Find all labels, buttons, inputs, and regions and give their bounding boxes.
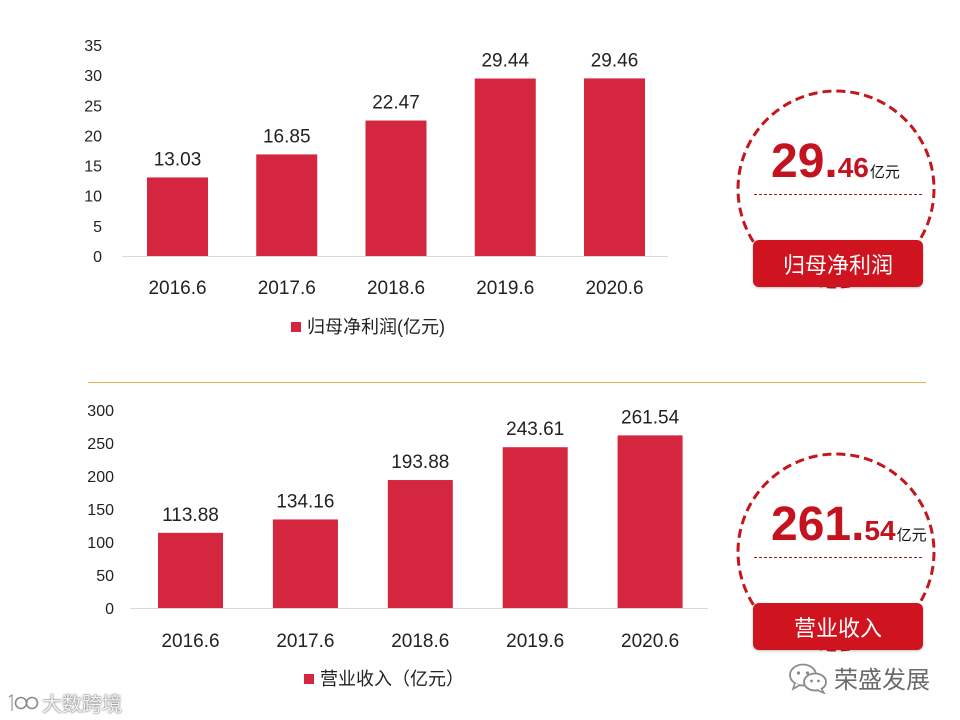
section-divider bbox=[88, 382, 926, 383]
x-tick-label: 2017.6 bbox=[276, 631, 334, 652]
figure-unit: 亿元 bbox=[869, 164, 900, 181]
bar bbox=[365, 120, 427, 257]
bar bbox=[256, 154, 318, 256]
bar bbox=[617, 435, 683, 608]
net-profit-callout: 29.46亿元 归母净利润 bbox=[735, 88, 937, 290]
revenue-badge: 营业收入 bbox=[753, 603, 923, 650]
dashed-circle bbox=[736, 452, 936, 652]
y-tick-label: 30 bbox=[84, 68, 102, 85]
data-label: 134.16 bbox=[276, 491, 334, 512]
figure-unit: 亿元 bbox=[896, 527, 927, 544]
legend-swatch bbox=[291, 322, 301, 332]
y-axis: 0 50 100 150 200 250 300 bbox=[87, 403, 114, 618]
legend: 归母净利润(亿元) bbox=[291, 317, 445, 337]
y-tick-label: 25 bbox=[84, 98, 102, 115]
figure-integer: 29. bbox=[771, 135, 838, 188]
dashed-circle bbox=[736, 89, 936, 289]
data-label: 243.61 bbox=[506, 419, 564, 440]
y-tick-label: 35 bbox=[84, 38, 102, 55]
y-tick-label: 150 bbox=[87, 502, 114, 519]
bar bbox=[387, 480, 453, 608]
y-tick-label: 20 bbox=[84, 128, 102, 145]
x-tick-label: 2016.6 bbox=[148, 278, 206, 299]
x-tick-label: 2019.6 bbox=[476, 278, 534, 299]
figure-decimal: 54 bbox=[864, 515, 896, 546]
y-tick-label: 0 bbox=[93, 249, 102, 266]
y-tick-label: 5 bbox=[93, 219, 102, 236]
data-label: 113.88 bbox=[162, 505, 219, 526]
y-tick-label: 200 bbox=[87, 469, 114, 486]
dotted-rule bbox=[754, 194, 922, 195]
wechat-account-name: 荣盛发展 bbox=[834, 666, 930, 694]
data-label: 13.03 bbox=[154, 149, 202, 170]
x-tick-label: 2017.6 bbox=[258, 278, 316, 299]
source-watermark: 大数跨境 bbox=[4, 688, 122, 717]
x-tick-label: 2020.6 bbox=[585, 278, 643, 299]
net-profit-figure: 29.46亿元 bbox=[771, 138, 900, 186]
net-profit-badge: 归母净利润 bbox=[753, 240, 923, 287]
legend-label: 营业收入（亿元） bbox=[320, 669, 464, 689]
y-axis: 0 5 10 15 20 25 30 35 bbox=[84, 38, 102, 266]
revenue-callout: 261.54亿元 营业收入 bbox=[735, 451, 937, 653]
x-tick-label: 2020.6 bbox=[621, 631, 679, 652]
source-watermark-text: 大数跨境 bbox=[42, 692, 122, 716]
bar bbox=[158, 532, 223, 608]
x-tick-label: 2018.6 bbox=[391, 631, 449, 652]
dotted-rule bbox=[754, 557, 922, 558]
revenue-figure: 261.54亿元 bbox=[771, 501, 927, 549]
y-tick-label: 250 bbox=[87, 436, 114, 453]
bar bbox=[147, 177, 208, 256]
data-label: 193.88 bbox=[391, 452, 449, 473]
y-tick-label: 50 bbox=[96, 568, 114, 585]
net-profit-chart: 0 5 10 15 20 25 30 35 13.03 16.85 22.47 29.44 29.46 2… bbox=[84, 38, 668, 337]
data-label: 16.85 bbox=[263, 126, 311, 147]
bar bbox=[474, 78, 536, 256]
wechat-watermark: 荣盛发展 bbox=[788, 660, 930, 695]
data-label: 29.44 bbox=[481, 51, 529, 72]
y-tick-label: 300 bbox=[87, 403, 114, 420]
x-tick-label: 2019.6 bbox=[506, 631, 564, 652]
legend: 营业收入（亿元） bbox=[304, 669, 464, 689]
bar bbox=[272, 519, 338, 608]
data-label: 261.54 bbox=[621, 407, 680, 428]
figure-integer: 261. bbox=[771, 498, 865, 551]
bar bbox=[584, 78, 645, 256]
y-tick-label: 10 bbox=[84, 189, 102, 206]
revenue-chart: 0 50 100 150 200 250 300 113.88 134.16 193.88 243.… bbox=[87, 403, 708, 689]
legend-swatch bbox=[304, 674, 314, 684]
data-label: 22.47 bbox=[372, 93, 420, 114]
y-tick-label: 15 bbox=[84, 159, 102, 176]
source-logo-icon bbox=[8, 692, 39, 711]
x-tick-label: 2018.6 bbox=[367, 278, 425, 299]
x-tick-label: 2016.6 bbox=[161, 631, 219, 652]
wechat-icon bbox=[789, 663, 827, 694]
bar bbox=[502, 447, 568, 608]
y-tick-label: 100 bbox=[87, 535, 114, 552]
legend-label: 归母净利润(亿元) bbox=[307, 317, 445, 337]
y-tick-label: 0 bbox=[105, 601, 114, 618]
data-label: 29.46 bbox=[591, 50, 639, 71]
figure-decimal: 46 bbox=[837, 152, 869, 183]
